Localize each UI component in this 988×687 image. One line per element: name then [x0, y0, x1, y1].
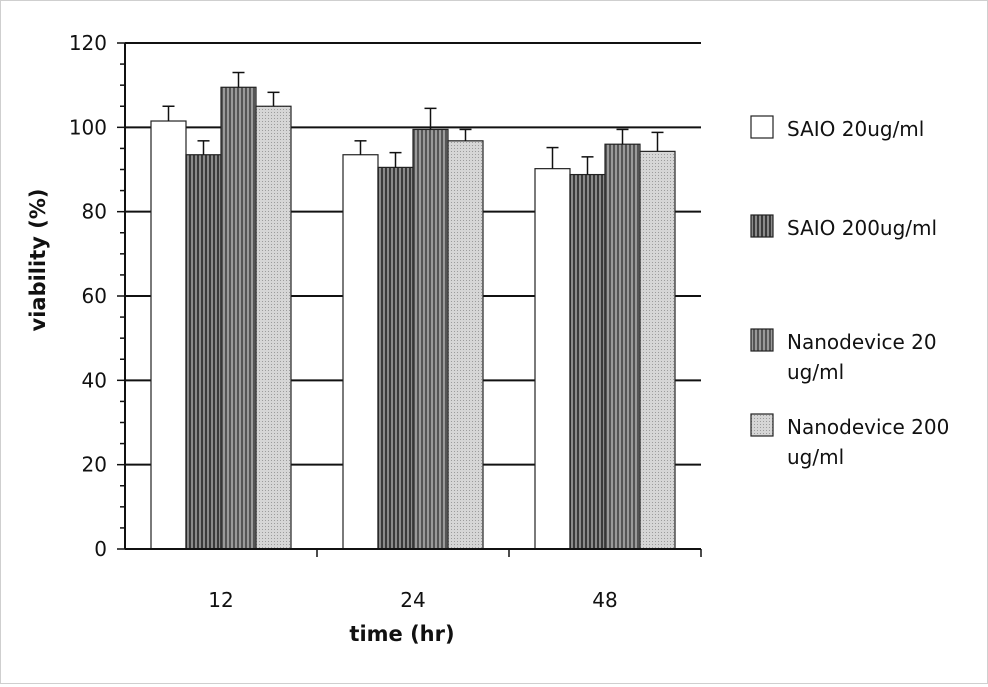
y-tick-label: 80 — [82, 200, 107, 224]
x-axis-title: time (hr) — [349, 622, 454, 646]
bar — [220, 86, 257, 550]
legend-swatch — [750, 214, 774, 238]
bar — [150, 120, 187, 550]
bar — [569, 173, 606, 550]
bar — [342, 154, 379, 550]
y-axis-title: viability (%) — [26, 189, 50, 332]
bar — [412, 128, 449, 550]
legend-swatch — [750, 115, 774, 139]
bar — [639, 150, 676, 550]
bar — [377, 166, 414, 550]
legend-swatch — [750, 328, 774, 352]
legend: SAIO 20ug/ml SAIO 200ug/ml Nanodevice 20 ug… — [750, 115, 949, 469]
legend-swatch — [750, 413, 774, 437]
y-tick-label: 0 — [94, 537, 107, 561]
legend-label: SAIO 20ug/ml — [787, 117, 924, 141]
bar — [534, 168, 571, 550]
bar — [447, 140, 484, 550]
legend-label: Nanodevice 200 — [787, 415, 949, 439]
tick-labels: 0 20 40 60 80 100 120 12 24 48 — [69, 31, 618, 612]
bars — [150, 71, 676, 550]
bar — [255, 105, 292, 550]
y-tick-label: 120 — [69, 31, 107, 55]
legend-label: ug/ml — [787, 360, 844, 384]
bar — [604, 143, 641, 550]
bar — [185, 154, 222, 550]
y-tick-label: 40 — [82, 368, 107, 392]
legend-label: ug/ml — [787, 445, 844, 469]
x-tick-label: 12 — [208, 588, 233, 612]
legend-label: Nanodevice 20 — [787, 330, 937, 354]
y-tick-label: 100 — [69, 115, 107, 139]
y-tick-label: 60 — [82, 284, 107, 308]
x-tick-label: 48 — [592, 588, 617, 612]
legend-label: SAIO 200ug/ml — [787, 216, 937, 240]
axes — [117, 42, 702, 557]
x-tick-label: 24 — [400, 588, 425, 612]
y-tick-label: 20 — [82, 453, 107, 477]
